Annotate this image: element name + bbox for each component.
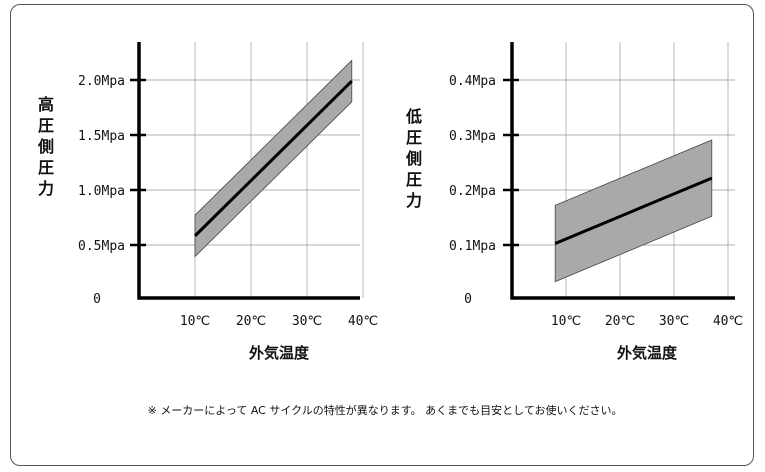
y-axis-label-char: 圧 xyxy=(38,158,54,177)
y-tick-label: 2.0Mpa xyxy=(78,74,125,89)
y-axis-label-char: 圧 xyxy=(38,116,54,135)
y-tick-label: 0.5Mpa xyxy=(78,239,125,254)
y-axis-label-char: 側 xyxy=(37,137,54,156)
y-axis-label-char: 低 xyxy=(405,107,422,126)
y-axis-label-char: 側 xyxy=(405,149,422,168)
y-tick-label: 0.3Mpa xyxy=(449,129,496,144)
x-tick-label: 40℃ xyxy=(348,314,378,329)
chart-high-pressure: 0 0.5Mpa 1.0Mpa 1.5Mpa 2.0Mpa 10℃ 20℃ 30℃ 40℃ 外気温… xyxy=(37,42,378,362)
y-axis-label-char: 高 xyxy=(38,95,54,114)
x-tick-label: 30℃ xyxy=(292,314,322,329)
y-tick-label: 0.2Mpa xyxy=(449,184,496,199)
y-tick-label: 0.1Mpa xyxy=(449,239,496,254)
x-tick-label: 20℃ xyxy=(605,314,635,329)
y-axis-label-char: 力 xyxy=(406,191,422,210)
x-axis-label: 外気温度 xyxy=(616,344,678,362)
x-axis-label: 外気温度 xyxy=(248,344,310,362)
x-tick-label: 10℃ xyxy=(551,314,581,329)
y-axis-label-char: 力 xyxy=(38,179,54,198)
y-axis-label-char: 圧 xyxy=(406,170,422,189)
footnote: ※ メーカーによって AC サイクルの特性が異なります。 あくまでも目安としてお… xyxy=(147,403,622,417)
x-tick-label: 40℃ xyxy=(713,314,743,329)
chart-low-pressure: 0 0.1Mpa 0.2Mpa 0.3Mpa 0.4Mpa 10℃ 20℃ 30℃ 40℃ 外気温… xyxy=(405,42,743,362)
y-tick-label: 0 xyxy=(464,292,472,307)
x-tick-label: 30℃ xyxy=(659,314,689,329)
x-tick-label: 10℃ xyxy=(180,314,210,329)
y-tick-label: 0.4Mpa xyxy=(449,74,496,89)
x-tick-label: 20℃ xyxy=(236,314,266,329)
y-axis-label-char: 圧 xyxy=(406,128,422,147)
y-tick-label: 1.0Mpa xyxy=(78,184,125,199)
series-line xyxy=(193,80,353,237)
series-line xyxy=(554,176,713,245)
y-tick-label: 0 xyxy=(93,292,101,307)
y-tick-label: 1.5Mpa xyxy=(78,129,125,144)
